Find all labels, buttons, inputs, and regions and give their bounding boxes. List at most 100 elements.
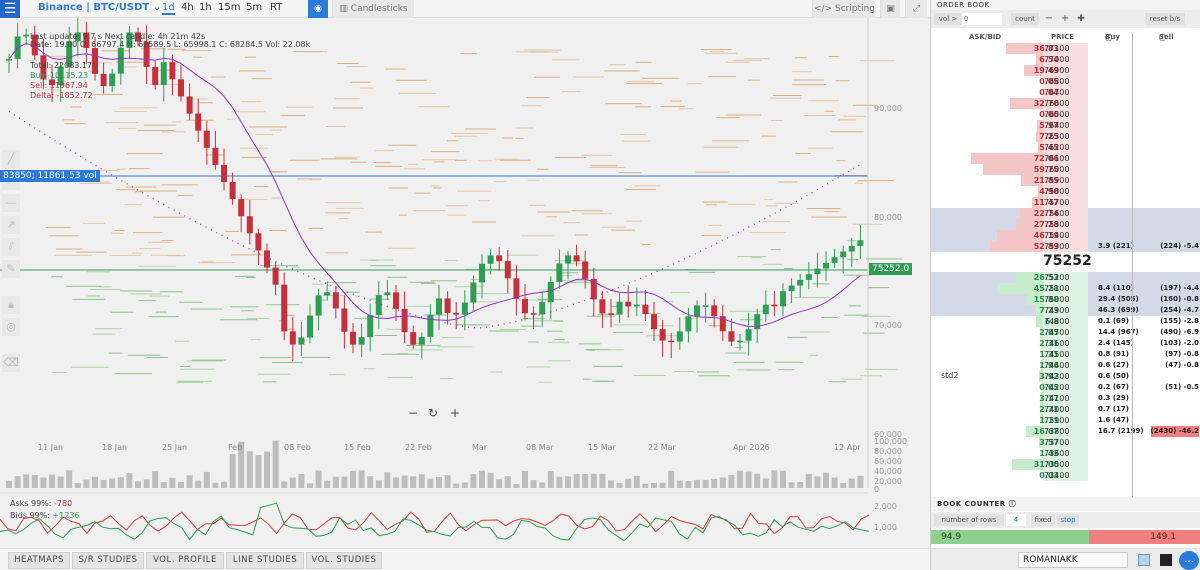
ask-row[interactable]: 22.74 75600 [931,208,1200,219]
ask-row[interactable]: 5.45 76200 [931,142,1200,153]
screenshot-button[interactable]: ▣ [880,0,900,18]
price: 75600 [1044,209,1070,218]
bid-row[interactable]: 2.85 74700 14.4 (967) (490) -6.9 [931,327,1200,338]
amount: 1.11 [1039,416,1059,425]
dark-theme-icon[interactable] [1160,554,1172,566]
tab-timeframe-1d[interactable]: 1d [162,2,175,15]
bid-row[interactable]: 7.23 74900 46.3 (699) (254) -4.7 [931,305,1200,316]
trendline-icon[interactable]: ╱ [2,150,20,168]
ask-row[interactable]: 0.00 76500 [931,109,1200,120]
x-tick: 08 Feb [284,443,311,452]
price-chart[interactable] [0,18,930,548]
bid-row[interactable]: 31.00 73500 [931,459,1200,470]
eye-icon: ◉ [314,4,322,14]
order-book-rows[interactable]: 36.83 77100 6.54 77000 19.49 76900 0.05 76800 0.… [931,43,1200,498]
volume-bar [685,480,692,488]
volume-bar [66,470,73,488]
light-theme-icon[interactable] [1138,554,1150,566]
volume-bar [676,480,683,488]
tab-heatmaps[interactable]: HEATMAPS [8,552,70,569]
zoom-out-icon[interactable]: − [408,406,419,420]
rows-input[interactable]: 4 [1006,514,1026,526]
ask-row[interactable]: 4.90 75800 [931,186,1200,197]
bid-row[interactable]: 3.17 74100 0.3 (29) [931,393,1200,404]
volume-bar [100,479,107,488]
reset-buy-sell-button[interactable]: reset b/s [1145,13,1185,25]
ask-row[interactable]: 11.47 75700 [931,197,1200,208]
decrease-icon[interactable]: − [1044,13,1054,24]
user-selector[interactable]: ROMANIAKK [1018,552,1128,568]
vol-filter-input[interactable]: 0 [962,13,1002,25]
tab-line-studies[interactable]: LINE STUDIES [226,552,304,569]
ask-row[interactable]: 27.28 75500 [931,219,1200,230]
scripting-button[interactable]: </> Scripting [812,0,876,18]
bid-row[interactable]: 2.31 74600 2.4 (145) (103) -2.0 [931,338,1200,349]
bid-row[interactable]: 1.31 74500 0.8 (91) (97) -0.8 [931,349,1200,360]
tab-sr-studies[interactable]: S/R STUDIES [72,552,144,569]
bid-row[interactable]: 3.57 73700 [931,437,1200,448]
ask-row[interactable]: 19.49 76900 [931,65,1200,76]
tab-timeframe-4h[interactable]: 4h [181,2,194,13]
price-cell-bg [1043,65,1088,76]
candle-body [780,291,786,307]
bid-row[interactable]: 0.65 74200 0.2 (67) (51) -0.5 [931,382,1200,393]
menu-icon[interactable]: ☰ [0,0,20,18]
ask-row[interactable]: 36.83 77100 [931,43,1200,54]
sell-volume: (224) -5.4 [1160,242,1199,250]
tab-vol-studies[interactable]: VOL. STUDIES [306,552,382,569]
bid-row[interactable]: 3.92 74300 0.6 (50) [931,371,1200,382]
tab-timeframe-15m[interactable]: 15m [218,2,241,13]
ask-row[interactable]: 32.70 76600 [931,98,1200,109]
oscillator-tick: 1,000 [874,523,897,532]
ask-row[interactable]: 59.75 76000 [931,164,1200,175]
fixed-toggle[interactable]: fixed [1031,514,1055,526]
fullscreen-button[interactable]: ⤢ [905,0,927,18]
bid-row[interactable]: 1.96 74400 0.6 (27) (47) -0.8 [931,360,1200,371]
chat-icon[interactable]: … [1179,551,1199,570]
tab-timeframe-rt[interactable]: RT [270,2,283,13]
candle-body [49,79,55,85]
candlesticks-button[interactable]: ▥ Candlesticks [332,0,414,18]
bid-row[interactable]: 15.88 75000 29.4 (505) (160) -0.8 [931,294,1200,305]
ask-row[interactable]: 52.89 75300 3.9 (221) (224) -5.4 [931,241,1200,252]
pin-icon[interactable]: ✚ [1077,14,1085,24]
price-cell-bg [1043,186,1088,197]
bid-row[interactable]: 26.53 75200 [931,272,1200,283]
increase-icon[interactable]: + [1060,13,1070,24]
bid-row[interactable]: 1.43 73600 [931,448,1200,459]
channel-icon[interactable]: ⫽ [2,238,20,256]
ask-row[interactable]: 0.04 76700 [931,87,1200,98]
ask-row[interactable]: 6.54 77000 [931,54,1200,65]
eye-icon[interactable]: ◎ [2,318,20,336]
ask-row[interactable]: 5.97 76400 [931,120,1200,131]
reset-zoom-icon[interactable]: ↻ [428,406,439,420]
ask-row[interactable]: 21.85 75900 [931,175,1200,186]
visibility-toggle-button[interactable]: ◉ [308,0,328,18]
ask-row[interactable]: 72.06 76100 [931,153,1200,164]
chart-area[interactable]: Last update: 9.7 s Next candle: 4h 21m 4… [0,18,930,548]
bid-row[interactable]: 6.8 74800 0.1 (69) (155) -2.8 [931,316,1200,327]
scripting-label: Scripting [834,4,876,14]
count-toggle[interactable]: count [1011,13,1039,25]
ask-row[interactable]: 46.19 75400 [931,230,1200,241]
arrow-icon[interactable]: ↗ [2,216,20,234]
book-counter-title-text: BOOK COUNTER [937,500,1006,508]
tab-vol-profile[interactable]: VOL. PROFILE [146,552,224,569]
tab-timeframe-5m[interactable]: 5m [246,2,263,13]
trash-icon[interactable]: ⌫ [2,354,20,372]
bid-row[interactable]: 16.67 73800 16.7 (2199) (2430) -46.2 [931,426,1200,437]
lock-icon[interactable]: 🔒︎ [2,296,20,314]
tab-timeframe-1h[interactable]: 1h [199,2,212,13]
horizontal-line-icon[interactable]: ― [2,194,20,212]
ask-row[interactable]: 0.05 76800 [931,76,1200,87]
candle-body [547,281,554,303]
bid-row[interactable]: 0.03 73400 [931,470,1200,481]
stop-button[interactable]: stop [1057,514,1079,526]
exchange-selector[interactable]: Binance | BTC/USDT ⌄ [38,2,161,13]
bid-row[interactable]: 2.71 74000 0.7 (17) [931,404,1200,415]
bid-row[interactable]: 45.28 75100 8.4 (110) (197) -4.4 [931,283,1200,294]
bid-row[interactable]: 1.11 73900 1.6 (47) [931,415,1200,426]
ruler-icon[interactable]: ✎ [2,260,20,278]
zoom-in-icon[interactable]: + [450,406,461,420]
ask-row[interactable]: 7.25 76300 [931,131,1200,142]
